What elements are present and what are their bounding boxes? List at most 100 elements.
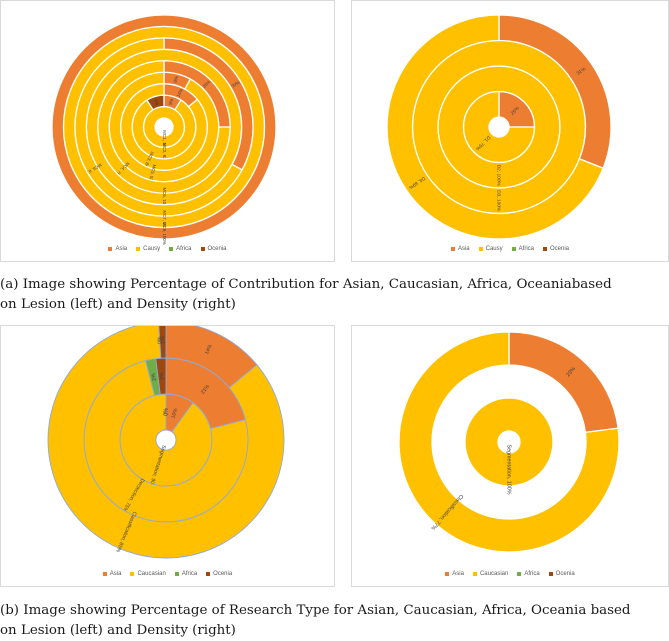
density-contribution-doughnut: 25%D1, 75%D2, 100%D3, 100%31%D4, 69% [386,14,612,240]
data-label-segmentation-asia: 10% [171,407,180,419]
data-label-mc3-asia: 14% [176,88,184,98]
lesion-contribution-doughnut: MC1, 100%9%MC2, 82%9%14%MC3, 86%8%MC5, 9… [51,14,277,245]
legend-item: Africa [511,246,534,252]
legend-item: Asia [102,571,122,577]
data-label-dectection-ocenia: 2% [159,372,165,380]
legend-label: Africa [518,246,534,252]
data-label-dectection-asia: 21% [200,383,211,395]
data-label-mc9-asia: MC8, 100% [162,222,167,245]
legend-swatch-asia [450,247,455,251]
legend-item: Africa [174,571,198,577]
data-label-mc2-asia: 9% [168,98,175,106]
legend-item: Ocenia [200,246,227,252]
legend-swatch-caucasian [472,572,477,576]
legend-swatch-africa [169,247,174,251]
legend-label: Ocenia [213,571,233,577]
data-label-mc4-asia: 8% [173,76,179,83]
legend-item: Asia [450,246,470,252]
segment-classification-caucasian [47,326,285,559]
legend-swatch-oceania [206,572,211,576]
legend-swatch-africa [174,572,179,576]
segment-segmentation-caucasian [119,393,213,487]
segment-classification-caucasian [398,331,620,553]
legend-swatch-oceania [200,247,205,251]
data-label-dectection-africa: 2% [151,372,158,381]
data-label-d3-causy: D3, 100% [496,190,502,212]
caption-line: (a) Image showing Percentage of Contribu… [0,277,612,292]
data-label-segmentation-ocenia: 0% [163,408,169,416]
legend-swatch-oceania [543,247,547,251]
data-label-classification-africa: 0% [157,336,163,344]
chart-legend: Asia Caucasian Africa Ocenia [352,571,668,577]
density-research-type-chart: Segmentation, 100% 23% Classification, 77%… [351,325,669,587]
legend-swatch-caucasian [136,247,141,251]
legend-label: Caucasian [137,571,166,577]
legend-item: Asia [445,571,464,577]
chart-legend: Asia Caucasian Africa Ocenia [1,571,334,577]
data-label-d1-asia: 25% [510,105,522,117]
data-label-mc7-asia: 33% [231,80,241,89]
data-label-mc5-asia: 25% [202,79,212,89]
chart-legend: Asia Causy Africa Ocenia [352,246,668,252]
segment-d4-causy [386,14,604,240]
lesion-research-type-chart: 10% Segmentation, 90% 0% 0% 21% Dectection, 7… [0,325,335,587]
caption-line: on Lesion (left) and Density (right) [0,623,236,638]
data-label-classification-ocenia: 1% [160,336,166,344]
legend-label: Ocenia [550,246,570,252]
legend-item: Ocenia [543,246,569,252]
legend-swatch-asia [445,572,450,576]
legend-swatch-oceania [548,572,553,576]
legend-item: Ocenia [548,571,575,577]
legend-item: Ocenia [206,571,232,577]
legend-label: Caucasian [479,571,509,577]
legend-label: Causy [143,246,161,252]
data-label-mc2-ocenia: 9% [153,98,160,106]
caption-a: (a) Image showing Percentage of Contribu… [0,275,669,315]
legend-label: Africa [524,571,540,577]
data-label-segmentation-caucasian: Segmentation, 100% [506,444,512,494]
legend-swatch-caucasian [130,572,135,576]
caption-line: (b) Image showing Percentage of Research… [0,603,631,618]
legend-item: Africa [169,246,192,252]
lesion-research-type-doughnut: 10%Segmentation, 90%0%0%21%Dectection, 7… [47,326,285,559]
data-label-classification-asia: 23% [565,366,577,378]
legend-swatch-caucasian [478,247,483,251]
chart-legend: Asia Causy Africa Ocenia [1,246,334,252]
legend-item: Caucasian [130,571,166,577]
data-label-mc8-causy: MC7, 100% [162,210,167,233]
segment-segmentation-caucasian [464,397,554,487]
legend-label: Africa [176,246,192,252]
density-contribution-chart: 25% D1, 75% D2, 100% D3, 100% 31% D4, 69% Asi… [351,0,669,262]
legend-label: Asia [115,246,128,252]
legend-item: Caucasian [472,571,509,577]
legend-label: Ocenia [555,571,575,577]
data-label-d4-asia: 31% [576,66,588,77]
legend-swatch-africa [517,572,522,576]
data-label-mc1-causy: MC1, 100% [162,130,167,153]
segment-classification-ocenia [158,326,167,359]
caption-line: on Lesion (left) and Density (right) [0,297,236,312]
lesion-contribution-chart: MC1, 100% 9% MC2, 82% 9% 14% MC3, 86% 8% MC5, 9… [0,0,335,262]
legend-label: Asia [452,571,464,577]
legend-swatch-africa [511,247,516,251]
legend-swatch-asia [102,572,107,576]
data-label-segmentation-africa: 0% [163,408,169,416]
legend-label: Ocenia [207,246,227,252]
legend-item: Asia [108,246,127,252]
data-label-classification-asia: 14% [204,343,214,355]
data-label-mc6-causy: MC6, 100% [162,187,167,210]
legend-label: Causy [485,246,503,252]
caption-b: (b) Image showing Percentage of Research… [0,601,669,641]
segment-d3-causy [411,39,587,215]
legend-label: Asia [457,246,470,252]
data-label-d2-causy: D2, 100% [496,165,502,187]
density-research-type-doughnut: Segmentation, 100%23%Classification, 77% [398,331,620,553]
segment-mc9-asia [51,14,277,240]
data-label-mc2-causy: MC2, 82% [162,143,167,164]
legend-swatch-asia [108,247,113,251]
legend-item: Africa [517,571,540,577]
data-label-mc4-causy: MC5, 92% [147,164,157,185]
legend-label: Asia [109,571,122,577]
legend-label: Africa [181,571,198,577]
legend-item: Causy [478,246,503,252]
